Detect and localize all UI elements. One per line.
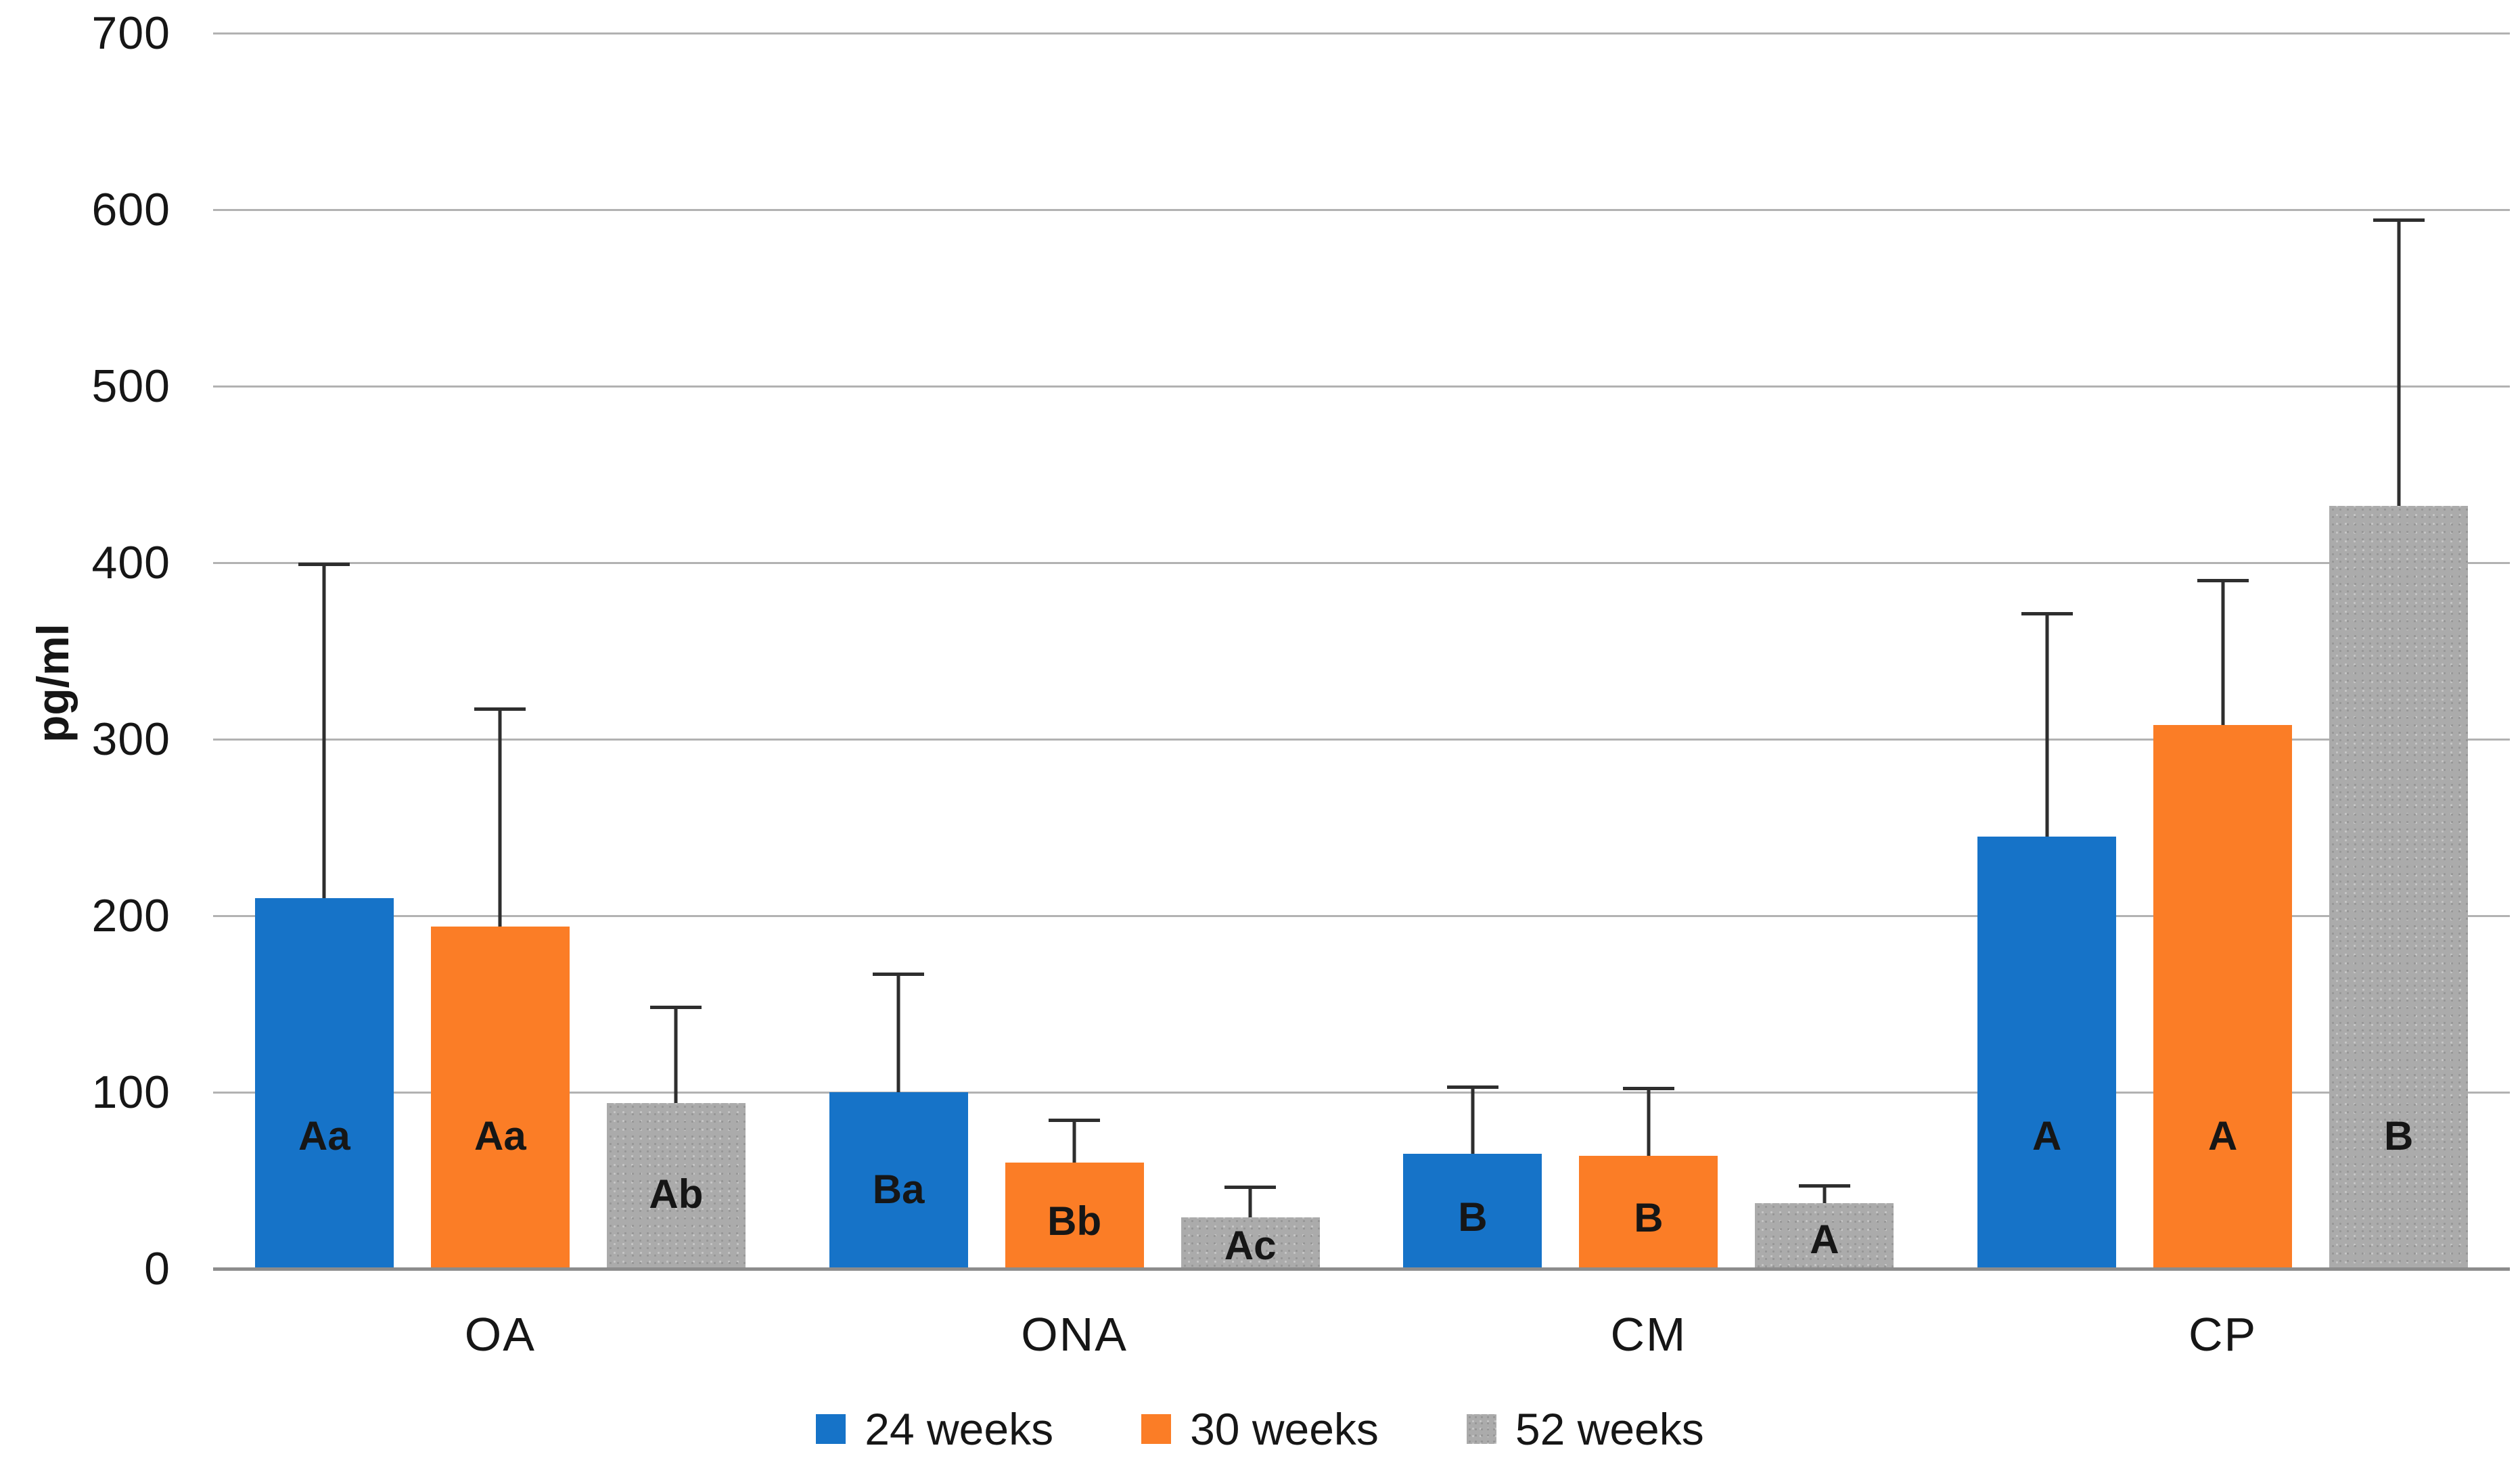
error-bar-cap-ona-24-weeks xyxy=(873,972,925,976)
error-bar-line-oa-52-weeks xyxy=(674,1006,678,1103)
error-bar-line-cp-30-weeks xyxy=(2221,578,2225,726)
error-bar-cap-cp-24-weeks xyxy=(2021,612,2073,616)
bar-cm-30-weeks xyxy=(1579,1155,1718,1269)
bar-cp-52-weeks xyxy=(2329,506,2469,1269)
error-bar-cap-oa-52-weeks xyxy=(650,1006,702,1010)
bar-cm-24-weeks xyxy=(1403,1154,1542,1269)
bar-ona-52-weeks xyxy=(1181,1217,1320,1269)
bar-label-oa-24-weeks: Aa xyxy=(298,1113,350,1159)
y-tick-label-0: 0 xyxy=(144,1243,170,1294)
category-label-cp: CP xyxy=(2189,1308,2258,1361)
barwrap-cm-30-weeks: B xyxy=(1579,33,1718,1269)
error-bar-cap-cp-30-weeks xyxy=(2197,578,2249,582)
y-tick-label-500: 500 xyxy=(91,360,170,412)
gridline-200 xyxy=(213,914,2510,917)
error-bar-line-oa-30-weeks xyxy=(498,707,502,927)
barwrap-oa-30-weeks: Aa xyxy=(430,33,570,1269)
barwrap-cp-24-weeks: A xyxy=(1977,33,2117,1269)
error-bar-line-cp-52-weeks xyxy=(2397,218,2401,507)
x-axis-line xyxy=(213,1267,2510,1271)
legend-marker-52-weeks-icon xyxy=(1466,1414,1496,1444)
error-bar-cap-cm-24-weeks xyxy=(1446,1085,1498,1089)
bar-label-cp-52-weeks: B xyxy=(2383,1113,2414,1159)
error-bar-line-ona-30-weeks xyxy=(1072,1119,1076,1163)
y-tick-label-600: 600 xyxy=(91,184,170,235)
error-bar-cap-cp-52-weeks xyxy=(2373,218,2425,223)
error-bar-cap-oa-30-weeks xyxy=(474,707,526,711)
legend-marker-24-weeks-icon xyxy=(816,1414,846,1444)
bar-ona-30-weeks xyxy=(1005,1163,1144,1269)
bar-cm-52-weeks xyxy=(1755,1203,1894,1269)
bar-label-oa-30-weeks: Aa xyxy=(474,1113,526,1159)
barwrap-ona-24-weeks: Ba xyxy=(829,33,968,1269)
error-bar-line-cm-52-weeks xyxy=(1823,1184,1827,1204)
legend-label-24-weeks: 24 weeks xyxy=(865,1404,1054,1454)
y-tick-label-100: 100 xyxy=(91,1067,170,1118)
bar-label-cp-24-weeks: A xyxy=(2032,1113,2062,1159)
y-tick-label-400: 400 xyxy=(91,537,170,588)
bar-group-oa: Aa Aa Ab xyxy=(213,33,787,1269)
category-label-cm: CM xyxy=(1610,1308,1687,1361)
error-bar-cap-cm-52-weeks xyxy=(1798,1184,1850,1188)
gridline-700 xyxy=(213,32,2510,34)
legend-item-52-weeks: 52 weeks xyxy=(1466,1404,1704,1454)
x-axis-category-labels: OA ONA CM CP xyxy=(213,1311,2510,1358)
bar-groups: Aa Aa Ab Ba Bb Ac B B A A A B xyxy=(213,33,2510,1269)
error-bar-line-cm-24-weeks xyxy=(1471,1085,1475,1154)
barwrap-ona-30-weeks: Bb xyxy=(1005,33,1144,1269)
legend-item-30-weeks: 30 weeks xyxy=(1141,1407,1379,1451)
legend-marker-30-weeks-icon xyxy=(1141,1414,1172,1444)
error-bar-line-cp-24-weeks xyxy=(2045,612,2049,837)
error-bar-line-oa-24-weeks xyxy=(322,563,326,898)
gridline-600 xyxy=(213,208,2510,211)
y-tick-label-300: 300 xyxy=(91,714,170,765)
bar-cp-24-weeks xyxy=(1977,836,2117,1269)
error-bar-line-ona-24-weeks xyxy=(896,972,900,1092)
gridline-400 xyxy=(213,561,2510,564)
error-bar-cap-cm-30-weeks xyxy=(1622,1087,1674,1091)
bar-group-ona: Ba Bb Ac xyxy=(787,33,1362,1269)
gridline-100 xyxy=(213,1091,2510,1094)
legend-label-52-weeks: 52 weeks xyxy=(1515,1404,1704,1454)
bar-label-oa-52-weeks: Ab xyxy=(649,1171,704,1217)
bar-oa-30-weeks xyxy=(430,926,570,1269)
bar-label-ona-30-weeks: Bb xyxy=(1047,1198,1102,1244)
bar-label-cp-30-weeks: A xyxy=(2207,1113,2238,1159)
y-axis-tick-labels: 0 100 200 300 400 500 600 700 xyxy=(27,10,170,1292)
barwrap-oa-24-weeks: Aa xyxy=(254,33,394,1269)
legend: 24 weeks 30 weeks 52 weeks xyxy=(0,1407,2520,1451)
barwrap-oa-52-weeks: Ab xyxy=(606,33,746,1269)
gridline-500 xyxy=(213,385,2510,388)
bar-oa-24-weeks xyxy=(254,897,394,1269)
y-tick-label-200: 200 xyxy=(91,890,170,941)
barwrap-cm-52-weeks: A xyxy=(1755,33,1894,1269)
gridline-300 xyxy=(213,738,2510,741)
bar-label-cm-30-weeks: B xyxy=(1634,1194,1664,1240)
barwrap-cp-30-weeks: A xyxy=(2153,33,2293,1269)
bar-cp-30-weeks xyxy=(2153,725,2293,1269)
error-bar-cap-ona-30-weeks xyxy=(1049,1119,1101,1123)
error-bar-cap-ona-52-weeks xyxy=(1224,1186,1277,1190)
barwrap-ona-52-weeks: Ac xyxy=(1181,33,1320,1269)
legend-label-30-weeks: 30 weeks xyxy=(1190,1404,1379,1454)
category-label-oa: OA xyxy=(464,1308,536,1361)
error-bar-line-ona-52-weeks xyxy=(1248,1186,1252,1218)
error-bar-line-cm-30-weeks xyxy=(1647,1087,1651,1156)
category-label-ona: ONA xyxy=(1021,1308,1128,1361)
error-bar-cap-oa-24-weeks xyxy=(298,563,350,567)
bar-label-cm-52-weeks: A xyxy=(1810,1216,1839,1262)
bar-ona-24-weeks xyxy=(829,1092,968,1269)
barwrap-cm-24-weeks: B xyxy=(1403,33,1542,1269)
bar-label-ona-24-weeks: Ba xyxy=(872,1166,925,1212)
legend-item-24-weeks: 24 weeks xyxy=(816,1407,1053,1451)
bar-label-cm-24-weeks: B xyxy=(1458,1194,1488,1240)
bar-label-ona-52-weeks: Ac xyxy=(1224,1222,1277,1268)
bar-oa-52-weeks xyxy=(606,1102,746,1269)
barwrap-cp-52-weeks: B xyxy=(2329,33,2469,1269)
plot-area: Aa Aa Ab Ba Bb Ac B B A A A B xyxy=(213,32,2510,1271)
y-tick-label-700: 700 xyxy=(91,7,170,59)
